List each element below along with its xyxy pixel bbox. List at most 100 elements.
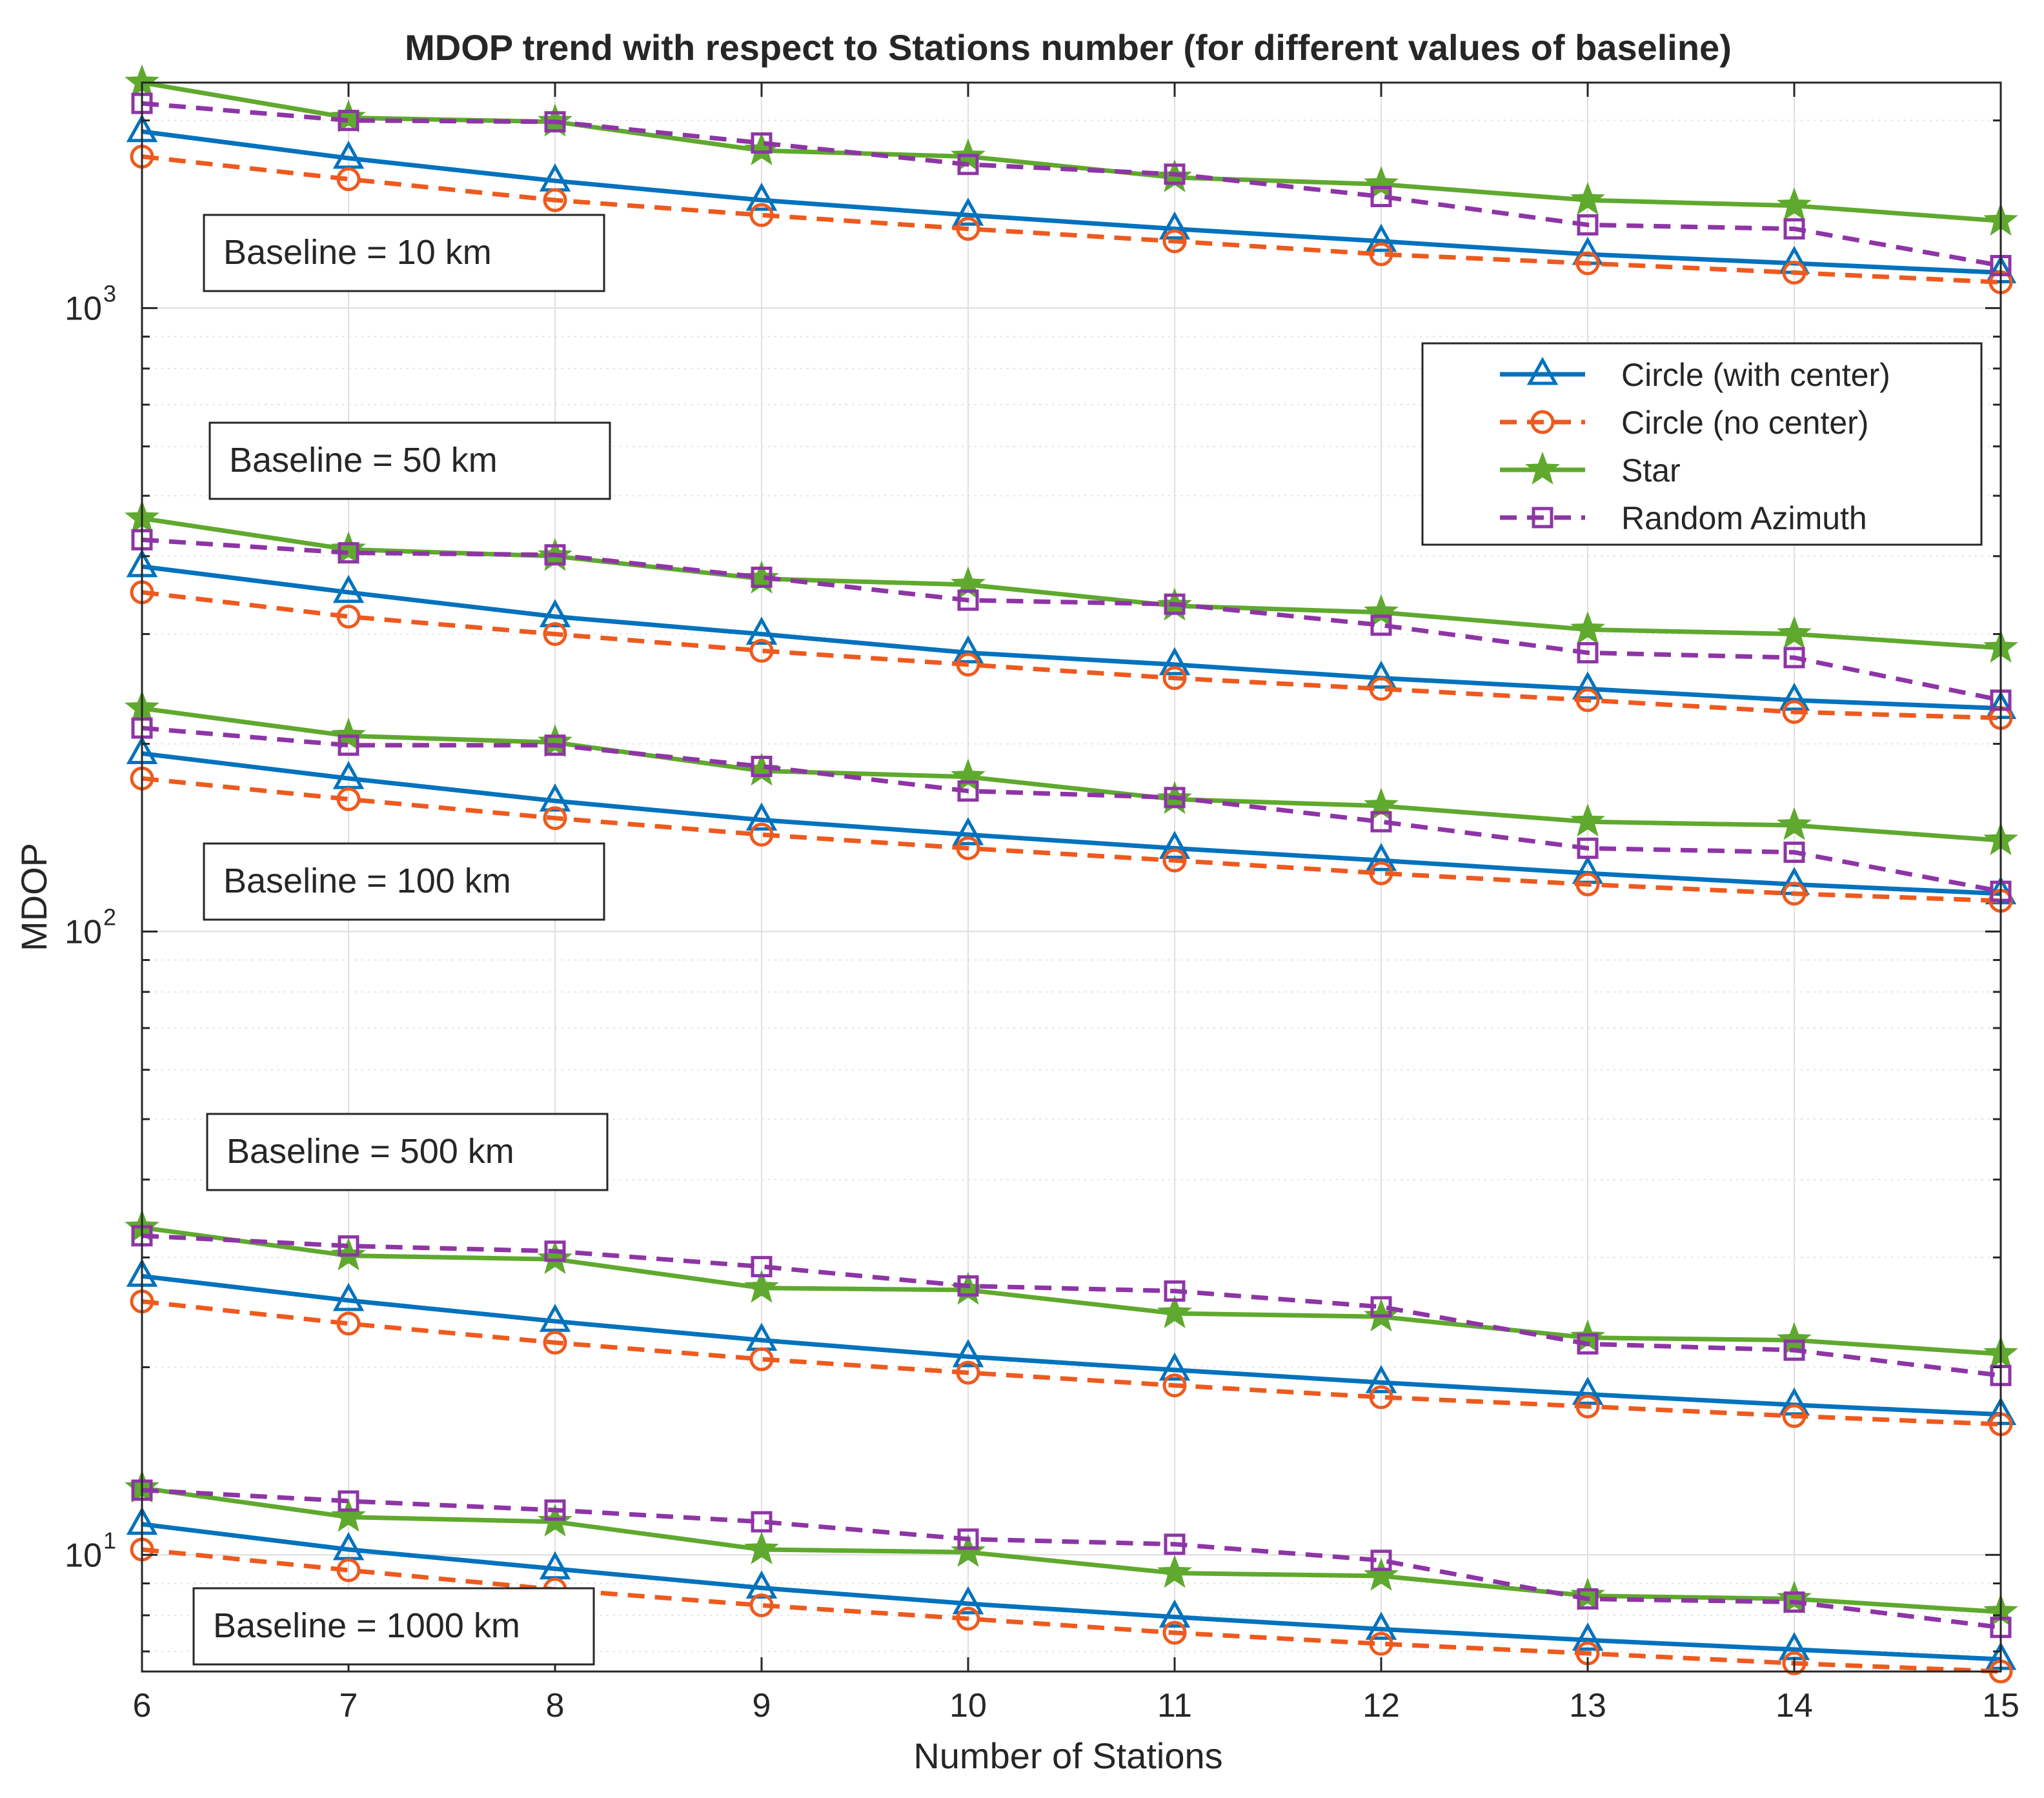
series-random-azimuth-10km	[131, 92, 2012, 277]
data-point	[1365, 843, 1397, 871]
data-point	[1369, 242, 1393, 267]
data-point	[1370, 1550, 1392, 1571]
star-marker	[1364, 1557, 1399, 1591]
square-marker	[1370, 1550, 1392, 1571]
triangle-marker	[1526, 356, 1559, 385]
data-point	[952, 197, 984, 226]
data-point	[1164, 1280, 1186, 1302]
triangle-marker	[332, 140, 365, 169]
data-point	[1162, 666, 1187, 691]
triangle-marker	[952, 1586, 984, 1615]
triangle-marker	[1365, 223, 1397, 252]
series-line	[141, 129, 2001, 275]
y-tick-label-base: 10	[65, 290, 102, 327]
square-marker	[1783, 1339, 1805, 1361]
square-marker	[338, 110, 359, 132]
square-marker	[957, 589, 979, 611]
series-line	[141, 537, 2001, 703]
data-point	[751, 1256, 773, 1278]
data-point	[1782, 882, 1806, 906]
data-point	[951, 1533, 986, 1568]
data-point	[1365, 223, 1397, 252]
data-point	[1777, 1322, 1812, 1355]
baseline-label-frame	[208, 421, 611, 500]
data-point	[338, 734, 359, 756]
triangle-marker	[745, 182, 778, 211]
data-point	[1364, 166, 1399, 199]
star-marker	[1777, 616, 1812, 649]
triangle-marker	[1572, 1622, 1604, 1651]
data-point	[1577, 1588, 1599, 1610]
star-marker	[744, 1269, 779, 1303]
data-point	[1159, 211, 1191, 240]
baseline-label-text: Baseline = 100 km	[223, 862, 511, 900]
triangle-marker	[1365, 660, 1397, 689]
data-point	[338, 1490, 359, 1512]
square-marker	[338, 1490, 359, 1512]
star-marker	[1777, 807, 1812, 840]
data-point	[1164, 787, 1186, 809]
circle-marker	[1162, 666, 1187, 691]
baseline-label-box: Baseline = 100 km	[203, 842, 605, 921]
star-marker	[1777, 1322, 1812, 1355]
legend-item: Circle (no center)	[1500, 405, 1868, 441]
data-point	[1782, 700, 1806, 724]
star-marker	[331, 717, 366, 751]
data-point	[1162, 229, 1187, 254]
x-tick-label: 10	[949, 1687, 987, 1724]
data-point	[332, 140, 365, 169]
square-marker	[1577, 1588, 1599, 1610]
circle-marker	[956, 652, 980, 677]
triangle-marker	[1159, 211, 1191, 240]
triangle-marker	[1159, 647, 1191, 676]
circle-marker	[1162, 1373, 1187, 1398]
plot-frame	[141, 81, 2002, 1673]
data-point	[952, 635, 984, 663]
legend-item: Circle (with center)	[1500, 356, 1890, 393]
data-point	[1783, 647, 1805, 669]
circle-marker	[956, 1606, 980, 1631]
series-circle-with-center--1000km	[126, 1506, 2017, 1670]
y-tick-label-base: 10	[65, 913, 102, 951]
data-point	[745, 802, 778, 831]
data-point	[1364, 594, 1399, 627]
circle-marker	[956, 1360, 980, 1385]
data-point	[952, 1338, 984, 1368]
data-point	[544, 734, 566, 756]
legend-label: Circle (no center)	[1621, 405, 1868, 441]
data-point	[1162, 1373, 1187, 1398]
data-point	[1577, 837, 1599, 859]
y-tick-label: 10 3	[65, 280, 116, 327]
data-point	[336, 604, 361, 629]
square-marker	[1577, 214, 1599, 236]
data-point	[751, 756, 773, 778]
data-point	[745, 1570, 778, 1599]
square-marker	[957, 1275, 979, 1297]
square-marker	[1370, 811, 1392, 833]
baseline-label-frame	[203, 842, 605, 921]
square-marker	[1164, 593, 1186, 615]
circle-marker	[749, 1593, 774, 1617]
square-marker	[1783, 218, 1805, 240]
data-point	[1572, 1377, 1604, 1405]
data-point	[952, 1586, 984, 1615]
data-point	[539, 1304, 571, 1332]
x-tick-label: 14	[1776, 1687, 1813, 1724]
circle-marker	[1162, 848, 1187, 873]
data-point	[956, 217, 980, 241]
circle-marker	[956, 836, 980, 860]
circle-marker	[1575, 688, 1600, 712]
data-point	[957, 154, 979, 176]
data-point	[539, 599, 571, 627]
data-point	[544, 544, 566, 566]
legend-frame	[1421, 342, 1983, 546]
series-line	[141, 590, 2001, 721]
square-marker	[338, 1235, 359, 1257]
series-random-azimuth-500km	[131, 1225, 2012, 1386]
triangle-marker	[1778, 682, 1810, 711]
triangle-marker	[1365, 843, 1397, 871]
star-marker	[331, 531, 366, 565]
data-point	[957, 780, 979, 802]
data-point	[1365, 660, 1397, 689]
